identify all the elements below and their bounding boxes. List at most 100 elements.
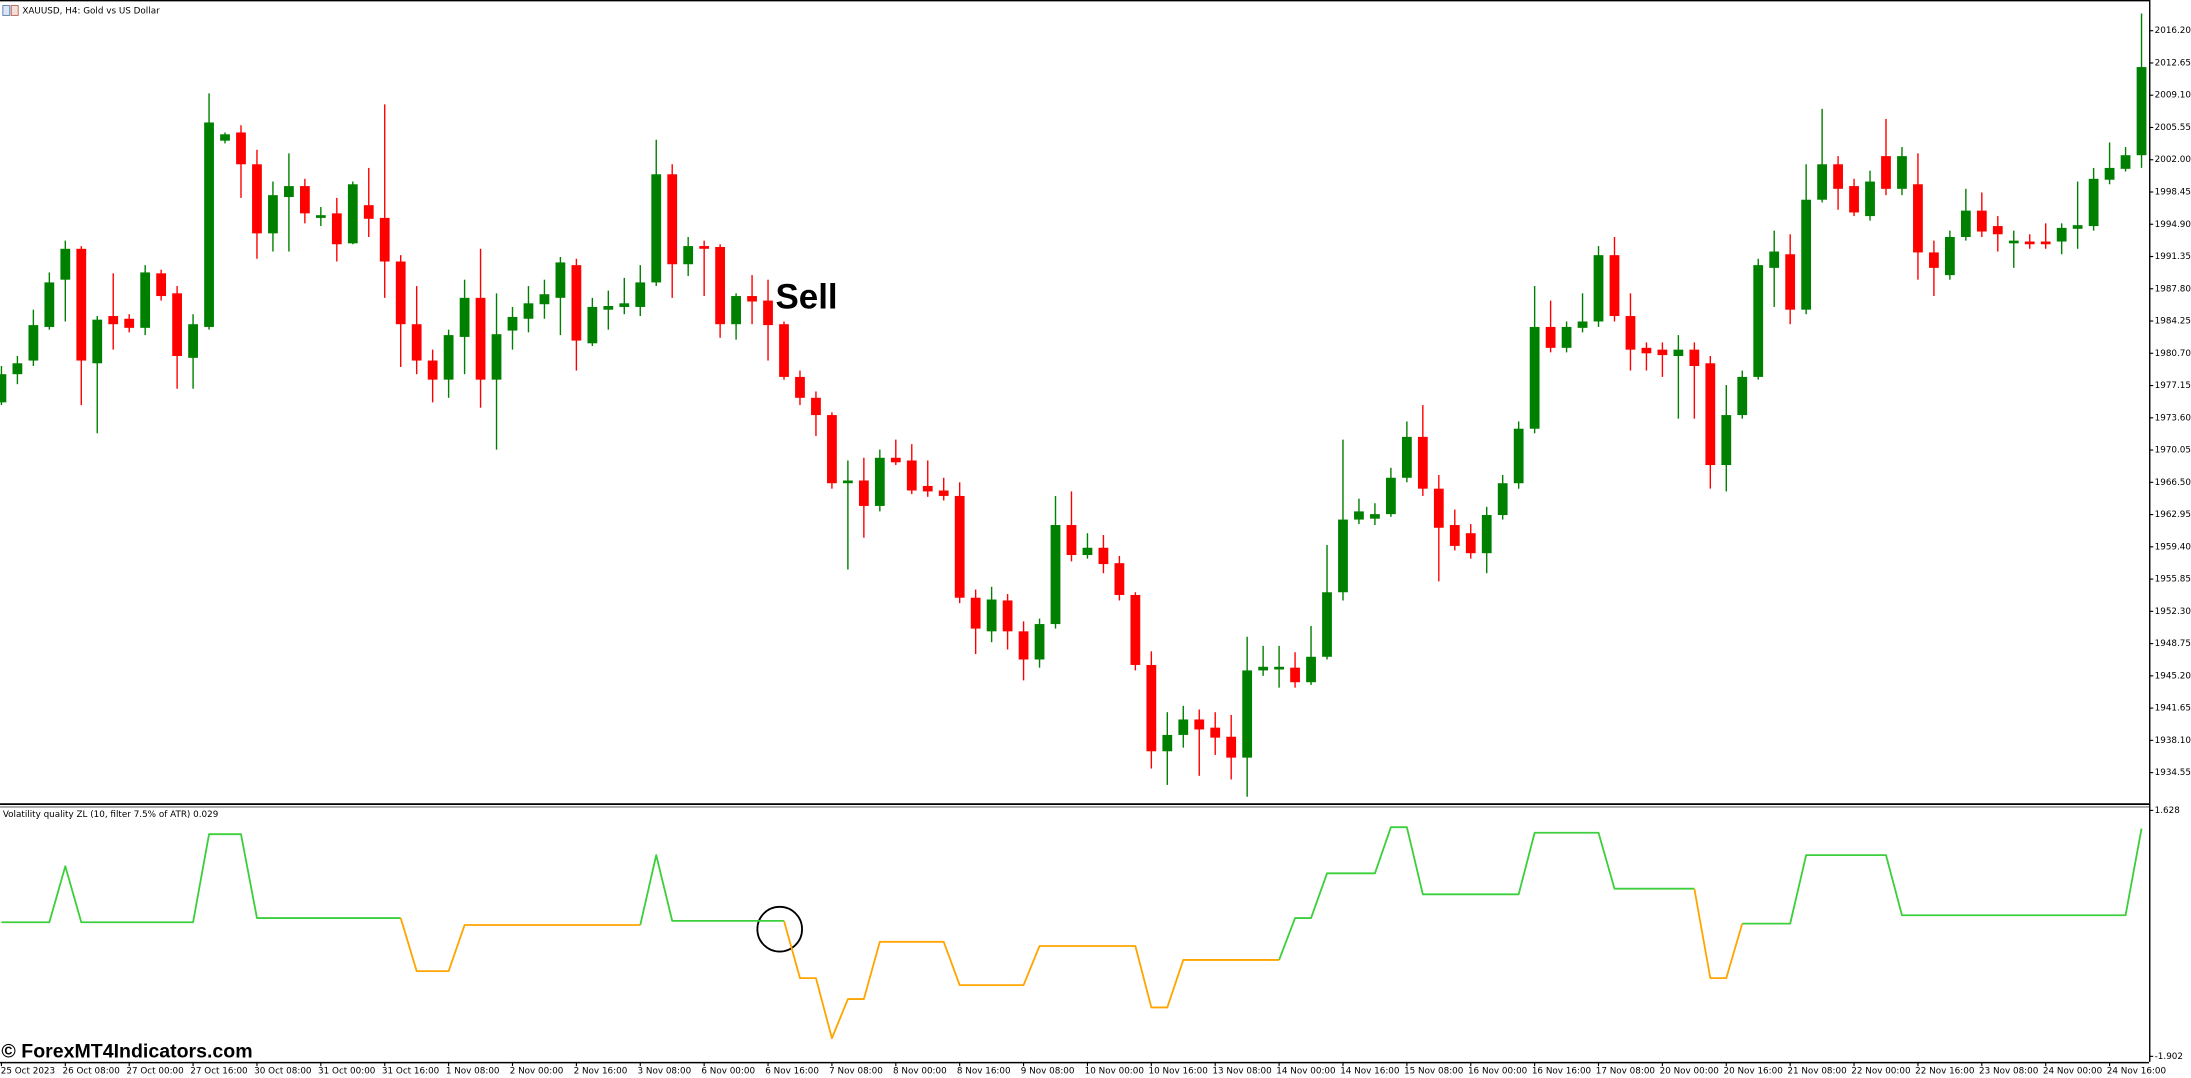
candle-body (1465, 533, 1476, 554)
candle-body (1881, 156, 1891, 189)
x-tick-label: 13 Nov 08:00 (1212, 1067, 1272, 1077)
candle-body (1178, 719, 1189, 735)
x-tick-label: 9 Nov 08:00 (1021, 1067, 1075, 1077)
candle-body (1258, 666, 1269, 671)
candle-body (60, 248, 71, 280)
y-tick-label: 2016.20 (2155, 26, 2191, 36)
candle-body (731, 296, 741, 325)
candle-body (2088, 178, 2099, 227)
candle-body (124, 318, 135, 328)
candle-body (459, 297, 470, 337)
candle-body (236, 132, 246, 165)
candle-body (188, 324, 198, 358)
candle-body (28, 325, 39, 361)
y-tick-label: 1955.85 (2155, 575, 2191, 585)
candle-body (938, 490, 949, 496)
x-tick-label: 8 Nov 16:00 (957, 1067, 1011, 1077)
y-tick-label: 1998.45 (2155, 187, 2191, 197)
candle-body (603, 306, 614, 310)
candle-body (1002, 600, 1013, 632)
candle-body (1913, 184, 1923, 253)
candle-body (842, 480, 853, 484)
candle-body (2072, 225, 2083, 229)
candle-body (699, 246, 710, 249)
candle-body (1929, 252, 1939, 268)
candle-body (1497, 483, 1508, 516)
candle-body (587, 306, 598, 344)
x-tick-label: 7 Nov 08:00 (829, 1067, 883, 1077)
y-tick-label: 2009.10 (2155, 91, 2191, 101)
candle-body (1098, 547, 1109, 565)
candle-body (379, 217, 390, 262)
candle-body (443, 335, 454, 380)
candle-body (252, 164, 262, 234)
candle-body (1529, 326, 1540, 429)
candle-body (411, 324, 422, 361)
candle-body (1338, 519, 1348, 593)
candle-body (1721, 415, 1732, 466)
candle-body (635, 282, 646, 307)
x-tick-label: 1 Nov 08:00 (446, 1067, 500, 1077)
x-tick-label: 8 Nov 00:00 (893, 1067, 947, 1077)
y-tick-label: 1945.20 (2155, 671, 2191, 681)
indicator-line (639, 854, 785, 926)
y-tick-label: 1948.75 (2155, 639, 2191, 649)
candle-body (1306, 656, 1316, 683)
x-tick-label: 27 Oct 00:00 (126, 1067, 184, 1077)
candle-body (1561, 326, 1572, 348)
candle-body (2136, 67, 2147, 156)
candle-body (890, 457, 901, 463)
y-tick-label: 1984.25 (2155, 317, 2191, 327)
axes: 2016.20 2012.65 2009.10 2005.55 2002.00 1998.… (1, 26, 2191, 1076)
candle-body (220, 134, 230, 141)
x-tick-label: 24 Nov 00:00 (2043, 1067, 2103, 1077)
candle-body (2008, 240, 2019, 244)
candle-body (1210, 727, 1221, 738)
candle-body (1226, 736, 1237, 758)
y-tick-label: 1.628 (2155, 806, 2180, 816)
candle-body (1769, 251, 1780, 268)
candle-body (204, 122, 214, 327)
candle-body (1114, 563, 1125, 595)
candle-body (747, 296, 757, 302)
x-tick-label: 25 Oct 2023 (1, 1067, 55, 1077)
y-tick-label: 1966.50 (2155, 478, 2191, 488)
candle-body (683, 246, 694, 265)
candle-body (1274, 666, 1284, 670)
candle-body (1865, 181, 1875, 217)
candle-body (1593, 255, 1604, 322)
x-tick-label: 24 Nov 16:00 (2107, 1067, 2167, 1077)
candle-body (1433, 488, 1444, 528)
candle-body (555, 262, 566, 298)
candles (0, 13, 2147, 797)
x-tick-label: 16 Nov 00:00 (1468, 1067, 1528, 1077)
x-tick-label: 27 Oct 16:00 (190, 1067, 248, 1077)
candle-body (491, 334, 502, 380)
x-tick-label: 2 Nov 16:00 (574, 1067, 628, 1077)
x-tick-label: 15 Nov 08:00 (1404, 1067, 1464, 1077)
candle-body (1386, 477, 1396, 515)
candle-body (1705, 363, 1716, 466)
icon (10, 5, 19, 16)
candle-body (172, 293, 183, 357)
candle-body (1146, 664, 1157, 752)
y-tick-label: 1959.40 (2155, 542, 2191, 552)
x-tick-label: 6 Nov 00:00 (701, 1067, 755, 1077)
y-tick-label: 2012.65 (2155, 58, 2191, 68)
candle-body (667, 174, 678, 265)
candle-body (1849, 186, 1859, 213)
candle-body (715, 246, 726, 325)
y-tick-label: 1991.35 (2155, 252, 2191, 262)
x-tick-label: 3 Nov 08:00 (637, 1067, 691, 1077)
x-tick-label: 17 Nov 08:00 (1596, 1067, 1656, 1077)
indicator-line (783, 920, 1280, 1040)
candle-body (1753, 265, 1764, 377)
candle-body (1992, 226, 2003, 235)
candle-body (1609, 255, 1620, 317)
candle-body (922, 485, 933, 492)
candle-body (156, 273, 167, 297)
candle-body (268, 195, 278, 234)
candle-body (1130, 594, 1141, 665)
indicator-line (1278, 826, 1695, 961)
